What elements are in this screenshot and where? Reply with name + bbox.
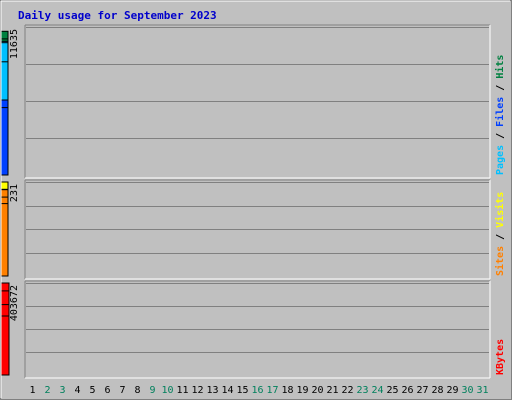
day-label-16: 16 <box>251 385 263 396</box>
bar-kbytes-day-30 <box>0 315 10 376</box>
panel-middle: 231 Sites / Visits <box>0 179 506 280</box>
day-label-15: 15 <box>236 385 248 396</box>
day-label-1: 1 <box>29 385 35 396</box>
day-label-23: 23 <box>356 385 368 396</box>
legend-part: KBytes <box>495 339 506 375</box>
legend-part: Hits <box>494 55 506 79</box>
day-label-17: 17 <box>266 385 278 396</box>
day-label-20: 20 <box>311 385 323 396</box>
chart-title: Daily usage for September 2023 <box>18 9 217 22</box>
chart-panels: 11635 Pages / Files / Hits 231 Sites / Visi… <box>0 24 506 379</box>
bar-sites-day-30 <box>0 203 9 277</box>
day-label-9: 9 <box>149 385 155 396</box>
legend-part: Files <box>494 97 506 127</box>
day-label-14: 14 <box>221 385 233 396</box>
legend-part: Sites <box>494 246 506 276</box>
day-label-25: 25 <box>386 385 398 396</box>
day-label-12: 12 <box>191 385 203 396</box>
day-label-5: 5 <box>89 385 95 396</box>
y-max-label: 403672 <box>9 285 20 321</box>
series-legend-bottom: KBytes <box>495 339 506 375</box>
legend-part: Visits <box>494 192 506 228</box>
day-label-4: 4 <box>74 385 80 396</box>
day-axis: 1 2 3 4 5 6 7 8 9 10 11 12 13 14 15 16 17 18 19 20 21 22 23 24 2… <box>29 385 488 396</box>
day-label-8: 8 <box>134 385 140 396</box>
day-label-22: 22 <box>341 385 353 396</box>
y-max-label: 231 <box>9 184 20 202</box>
y-max-label: 11635 <box>9 29 20 59</box>
day-label-6: 6 <box>104 385 110 396</box>
day-label-11: 11 <box>176 385 188 396</box>
legend-part: Pages <box>495 145 506 175</box>
day-label-27: 27 <box>416 385 428 396</box>
series-legend-middle: Sites / Visits <box>494 192 506 276</box>
day-label-28: 28 <box>431 385 443 396</box>
day-label-21: 21 <box>326 385 338 396</box>
day-label-29: 29 <box>446 385 458 396</box>
day-label-24: 24 <box>371 385 383 396</box>
day-label-7: 7 <box>119 385 125 396</box>
day-label-13: 13 <box>206 385 218 396</box>
day-label-3: 3 <box>59 385 65 396</box>
legend-part: / <box>495 127 506 145</box>
day-label-26: 26 <box>401 385 413 396</box>
legend-part: / <box>495 228 506 246</box>
bar-pages-day-29 <box>0 107 9 176</box>
day-label-19: 19 <box>296 385 308 396</box>
day-label-18: 18 <box>281 385 293 396</box>
panel-top: 11635 Pages / Files / Hits <box>0 24 506 179</box>
day-label-31: 31 <box>476 385 488 396</box>
series-legend-top: Pages / Files / Hits <box>494 55 506 175</box>
day-label-30: 30 <box>461 385 473 396</box>
legend-part: / <box>495 79 506 97</box>
day-label-10: 10 <box>161 385 173 396</box>
panel-bottom: 403672 KBytes <box>0 280 506 379</box>
day-label-2: 2 <box>44 385 50 396</box>
